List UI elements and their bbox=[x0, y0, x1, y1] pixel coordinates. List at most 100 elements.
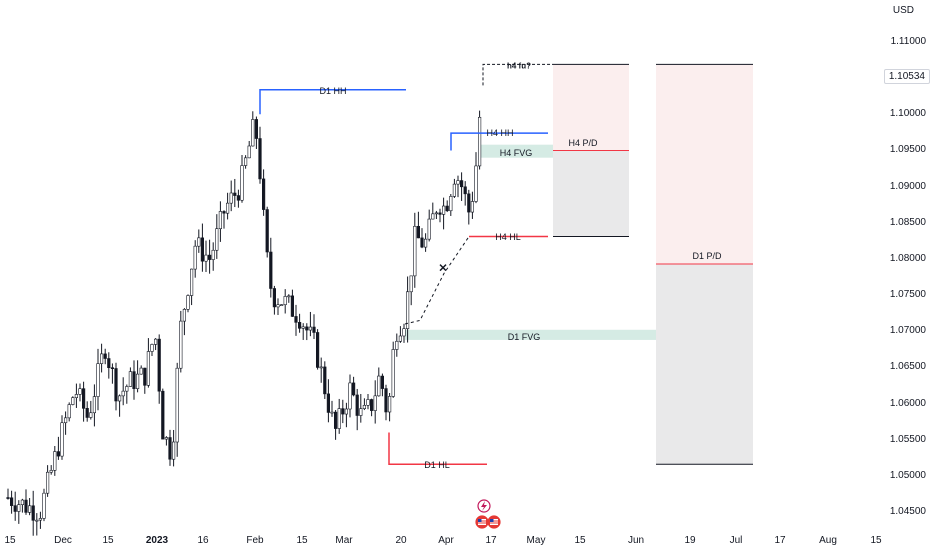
candle-body bbox=[294, 316, 298, 323]
candle-body bbox=[265, 209, 269, 253]
h4-hh-line bbox=[450, 132, 548, 151]
label-h4-hl[interactable]: H4 HL bbox=[495, 232, 521, 242]
label-d1-pd[interactable]: D1 P/D bbox=[692, 251, 722, 261]
candle-body bbox=[463, 186, 467, 195]
label-d1-fvg[interactable]: D1 FVG bbox=[507, 332, 541, 342]
candle-body bbox=[200, 237, 205, 262]
candle-body bbox=[384, 388, 388, 413]
y-tick-label: 1.06000 bbox=[889, 397, 926, 409]
candle-body bbox=[53, 451, 57, 471]
candle-body bbox=[121, 390, 125, 397]
x-tick-label: Jun bbox=[627, 535, 645, 546]
x-tick-label: 15 bbox=[574, 535, 586, 546]
d1-hh-line bbox=[259, 88, 406, 115]
x-tick-label: 16 bbox=[197, 535, 209, 546]
candle-body bbox=[438, 212, 442, 215]
candle-body bbox=[290, 295, 295, 317]
candle-body bbox=[297, 322, 302, 329]
x-tick-label: 15 bbox=[296, 535, 308, 546]
candle-body bbox=[204, 254, 208, 262]
y-tick-label: 1.10000 bbox=[889, 108, 926, 120]
candle-body bbox=[38, 518, 42, 521]
flag-field bbox=[478, 519, 486, 525]
candle-body bbox=[240, 165, 244, 201]
candle-body bbox=[369, 399, 374, 411]
candle-body bbox=[136, 373, 140, 389]
candle-body bbox=[366, 399, 370, 406]
y-tick-label: 1.08500 bbox=[889, 216, 926, 228]
candle-body bbox=[31, 505, 35, 521]
candle-body bbox=[211, 249, 215, 260]
candle-body bbox=[427, 218, 431, 240]
candle-body bbox=[474, 165, 478, 202]
y-tick-label: 1.05000 bbox=[889, 469, 926, 481]
candle-body bbox=[391, 349, 395, 397]
candle-body bbox=[118, 395, 122, 402]
candle-body bbox=[233, 192, 237, 196]
candle-body bbox=[172, 441, 176, 460]
candle-body bbox=[71, 397, 75, 405]
candle-body bbox=[395, 340, 399, 350]
projection-path bbox=[404, 236, 470, 325]
candle-body bbox=[244, 157, 248, 166]
candle-body bbox=[6, 497, 10, 499]
candle-body bbox=[179, 320, 183, 369]
candle-body bbox=[409, 275, 413, 293]
candle-body bbox=[477, 116, 482, 167]
candle-body bbox=[35, 519, 39, 522]
candle-body bbox=[315, 332, 320, 368]
y-tick-label: 1.09500 bbox=[889, 144, 926, 156]
label-h4-hh[interactable]: H4 HH bbox=[486, 128, 514, 138]
candle-body bbox=[247, 145, 251, 159]
candle-body bbox=[431, 213, 435, 220]
candle-body bbox=[24, 499, 28, 513]
label-d1-hh[interactable]: D1 HH bbox=[319, 86, 347, 96]
candle-body bbox=[45, 471, 50, 494]
lightning-glyph bbox=[481, 501, 487, 511]
candle-body bbox=[434, 212, 439, 215]
candle-body bbox=[107, 358, 111, 368]
candle-body bbox=[337, 408, 341, 429]
x-tick-label: 15 bbox=[870, 535, 882, 546]
candle-body bbox=[355, 394, 359, 416]
y-tick-label: 1.09000 bbox=[889, 180, 926, 192]
candle-body bbox=[114, 368, 118, 402]
x-tick-label: 17 bbox=[485, 535, 497, 546]
candle-body bbox=[190, 268, 194, 296]
candle-body bbox=[143, 367, 147, 386]
candle-body bbox=[344, 408, 349, 415]
candle-body bbox=[402, 328, 406, 337]
h4-premium-zone bbox=[553, 64, 629, 151]
candle-body bbox=[251, 119, 255, 147]
candle-body bbox=[254, 119, 259, 139]
candle-body bbox=[467, 193, 471, 213]
label-h4-fvg[interactable]: H4 FVG bbox=[499, 148, 533, 158]
x-tick-label: Mar bbox=[335, 535, 353, 546]
flag-canton bbox=[490, 519, 494, 522]
candle-body bbox=[373, 395, 377, 411]
candle-body bbox=[64, 417, 68, 424]
candle-body bbox=[226, 202, 230, 214]
candle-body bbox=[96, 363, 100, 397]
candle-body bbox=[17, 504, 21, 512]
currency-label: USD bbox=[892, 5, 914, 16]
label-d1-hl[interactable]: D1 HL bbox=[424, 460, 450, 470]
candle-body bbox=[279, 304, 284, 307]
candle-body bbox=[60, 422, 64, 457]
x-tick-label: 15 bbox=[4, 535, 16, 546]
y-tick-label: 1.08000 bbox=[889, 252, 926, 264]
candle-body bbox=[197, 237, 201, 247]
h4-fvg-zone bbox=[479, 144, 553, 158]
candle-body bbox=[319, 366, 323, 369]
candle-body bbox=[125, 386, 129, 392]
candle-body bbox=[441, 205, 446, 215]
candle-body bbox=[150, 344, 154, 352]
candle-body bbox=[456, 180, 460, 185]
candle-body bbox=[67, 404, 71, 419]
label-h4-fu[interactable]: h4 fu? bbox=[507, 61, 531, 71]
candle-body bbox=[359, 408, 363, 416]
d1-fvg-zone bbox=[405, 329, 656, 340]
label-h4-pd[interactable]: H4 P/D bbox=[568, 138, 598, 148]
candle-body bbox=[449, 196, 453, 212]
